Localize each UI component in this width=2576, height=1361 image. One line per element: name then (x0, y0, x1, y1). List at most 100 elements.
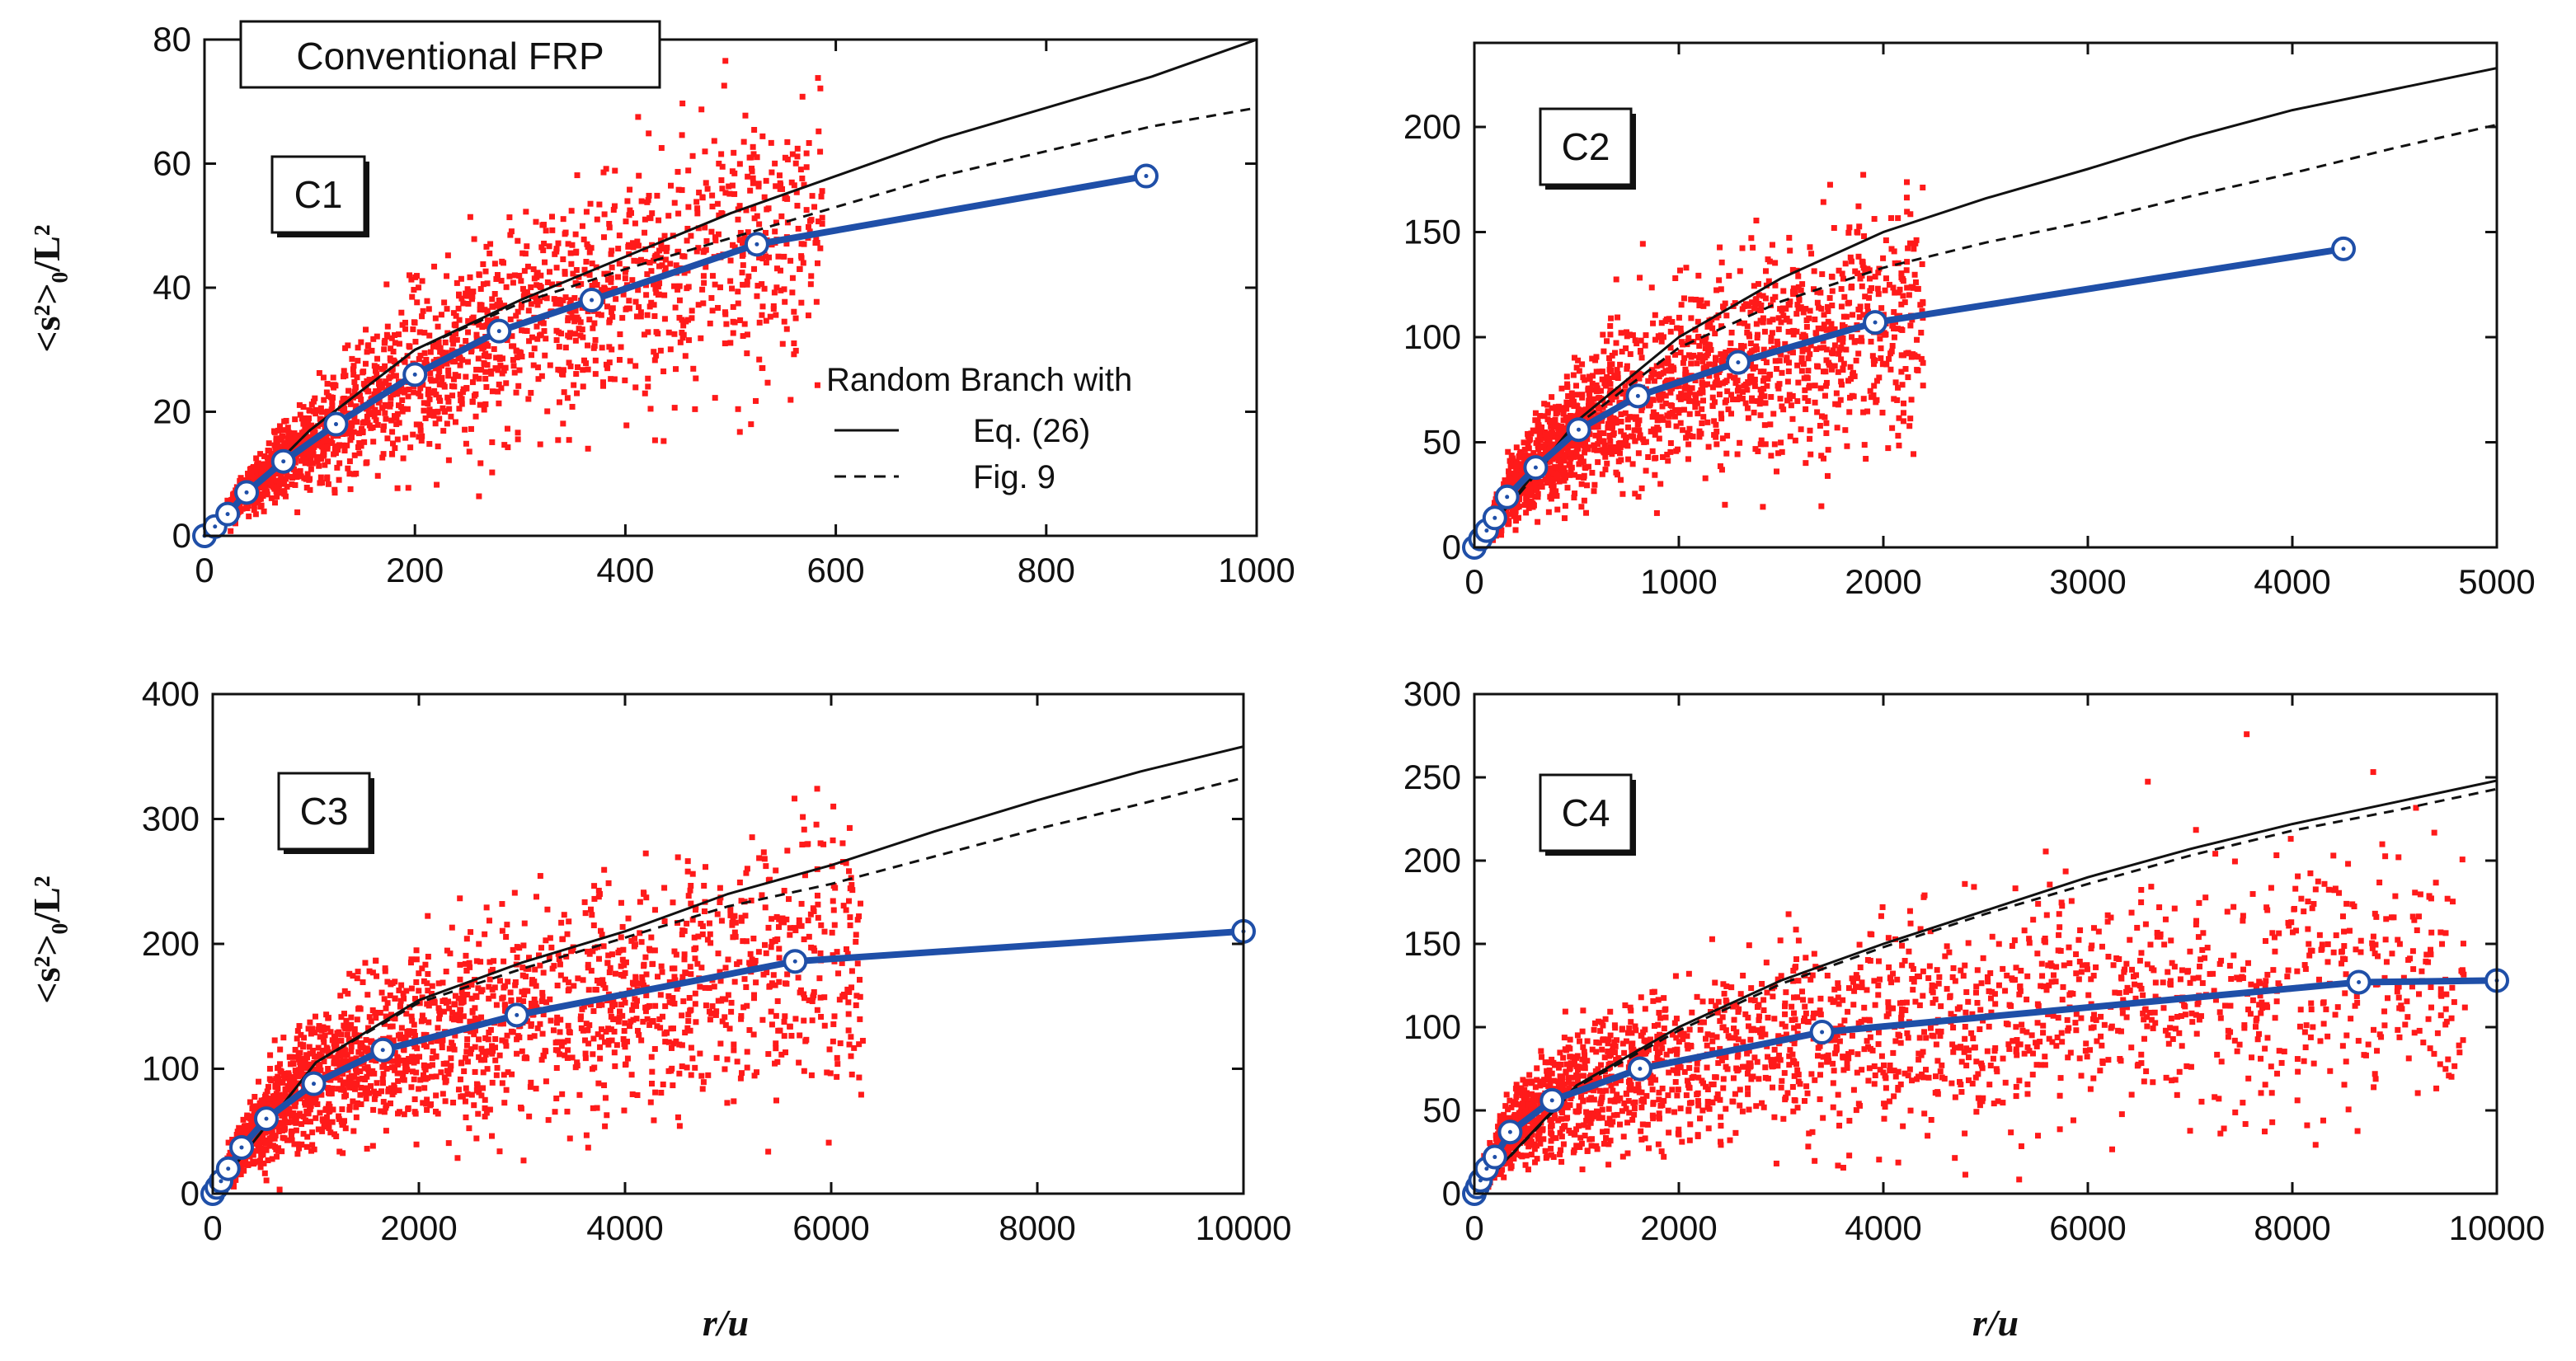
scatter-point (543, 336, 549, 342)
scatter-point (533, 298, 539, 305)
scatter-point (460, 386, 467, 392)
x-tick-label: 200 (386, 551, 444, 589)
scatter-point (519, 285, 526, 292)
scatter-point (391, 413, 397, 420)
scatter-point (1573, 364, 1580, 371)
scatter-point (806, 228, 813, 235)
scatter-point (815, 75, 821, 82)
scatter-point (1794, 302, 1801, 308)
scatter-point (1505, 448, 1511, 455)
scatter-point (430, 412, 437, 419)
scatter-point (753, 397, 759, 404)
scatter-point (537, 284, 543, 290)
scatter-point (1713, 378, 1720, 384)
scatter-point (1643, 332, 1649, 339)
scatter-point (1638, 485, 1645, 491)
scatter-point (1885, 445, 1892, 452)
scatter-point (1555, 403, 1562, 410)
scatter-point (654, 192, 660, 199)
scatter-point (801, 181, 807, 188)
scatter-point (761, 194, 768, 200)
scatter-point (462, 426, 468, 433)
scatter-point (439, 374, 445, 381)
scatter-point (1854, 228, 1860, 235)
scatter-point (1652, 312, 1658, 318)
scatter-point (289, 481, 295, 487)
scatter-point (1804, 375, 1811, 382)
scatter-point (567, 250, 574, 256)
scatter-point (440, 428, 447, 434)
scatter-point (689, 307, 695, 314)
scatter-point (257, 483, 264, 490)
scatter-point (435, 373, 442, 380)
scatter-point (580, 367, 586, 373)
scatter-point (1604, 460, 1610, 467)
scatter-point (1757, 307, 1764, 313)
scatter-point (590, 325, 596, 331)
scatter-point (1694, 360, 1700, 367)
scatter-point (1741, 343, 1747, 350)
scatter-point (1560, 411, 1567, 417)
scatter-point (1667, 345, 1674, 351)
scatter-point (1840, 275, 1846, 282)
scatter-point (270, 477, 277, 484)
scatter-point (473, 366, 480, 373)
scatter-point (331, 490, 338, 496)
scatter-point (1895, 433, 1901, 439)
scatter-point (1769, 242, 1775, 248)
scatter-point (1787, 298, 1793, 305)
scatter-point (1867, 387, 1873, 394)
scatter-point (1609, 425, 1615, 431)
scatter-point (1762, 400, 1769, 406)
scatter-point (1883, 237, 1889, 244)
scatter-point (364, 420, 371, 426)
scatter-point (1838, 356, 1845, 363)
scatter-point (1596, 368, 1603, 375)
scatter-point (523, 290, 529, 297)
scatter-point (538, 244, 545, 251)
scatter-point (470, 289, 477, 295)
scatter-point (1746, 351, 1753, 358)
scatter-point (351, 388, 358, 395)
scatter-point (1777, 396, 1784, 402)
scatter-point (1805, 368, 1812, 374)
scatter-point (646, 303, 653, 310)
scatter-point (493, 275, 500, 282)
scatter-point (480, 281, 487, 288)
scatter-point (412, 339, 419, 345)
scatter-point (374, 333, 380, 340)
scatter-point (773, 312, 779, 318)
scatter-point (342, 345, 349, 351)
scatter-point (693, 375, 699, 382)
scatter-point (783, 241, 790, 247)
scatter-point (1672, 275, 1679, 281)
scatter-point (583, 209, 590, 215)
scatter-point (1793, 328, 1800, 335)
scatter-point (1782, 340, 1789, 347)
scatter-point (1748, 348, 1755, 354)
scatter-point (719, 163, 726, 170)
scatter-point (1907, 322, 1914, 329)
scatter-point (1919, 260, 1925, 267)
scatter-point (626, 305, 632, 312)
scatter-point (702, 148, 708, 155)
scatter-point (762, 229, 769, 236)
scatter-point (280, 488, 286, 495)
scatter-point (1669, 385, 1676, 392)
scatter-point (1699, 358, 1706, 364)
scatter-point (651, 302, 657, 308)
scatter-point (278, 437, 284, 443)
scatter-point (374, 421, 381, 428)
scatter-point (793, 189, 800, 195)
scatter-point (1877, 336, 1883, 342)
scatter-point (1851, 339, 1858, 345)
scatter-point (1806, 315, 1812, 321)
scatter-point (1805, 355, 1812, 362)
scatter-point (629, 277, 636, 284)
scatter-point (685, 204, 692, 210)
scatter-point (638, 198, 645, 204)
scatter-point (764, 379, 771, 386)
scatter-point (1826, 181, 1833, 188)
scatter-point (530, 362, 537, 368)
scatter-point (355, 345, 361, 351)
